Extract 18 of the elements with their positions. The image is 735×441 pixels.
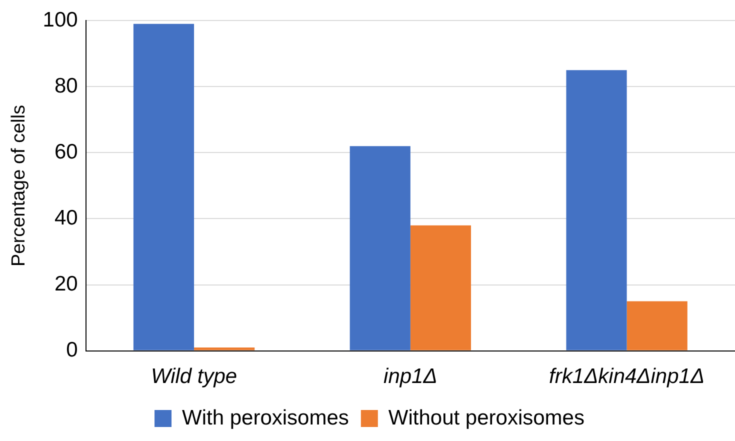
bar <box>626 301 688 350</box>
y-tick-label: 100 <box>42 8 78 32</box>
bar <box>133 24 194 350</box>
bar <box>194 348 255 350</box>
bar <box>410 225 472 350</box>
bar <box>350 146 410 350</box>
x-tick-label: frk1Δkin4Δinp1Δ <box>549 365 705 388</box>
x-tick-label: Wild type <box>150 365 238 388</box>
legend-label: Without peroxisomes <box>388 406 584 430</box>
y-tick-label: 40 <box>54 206 78 230</box>
y-tick-label: 60 <box>54 140 78 164</box>
y-tick-label: 0 <box>66 338 78 362</box>
y-tick-label: 80 <box>54 74 78 98</box>
y-tick-label: 20 <box>54 272 78 296</box>
x-tick-label: inp1Δ <box>384 365 438 388</box>
bar <box>566 70 627 350</box>
legend-label: With peroxisomes <box>182 406 349 430</box>
y-axis-title: Percentage of cells <box>8 104 30 266</box>
